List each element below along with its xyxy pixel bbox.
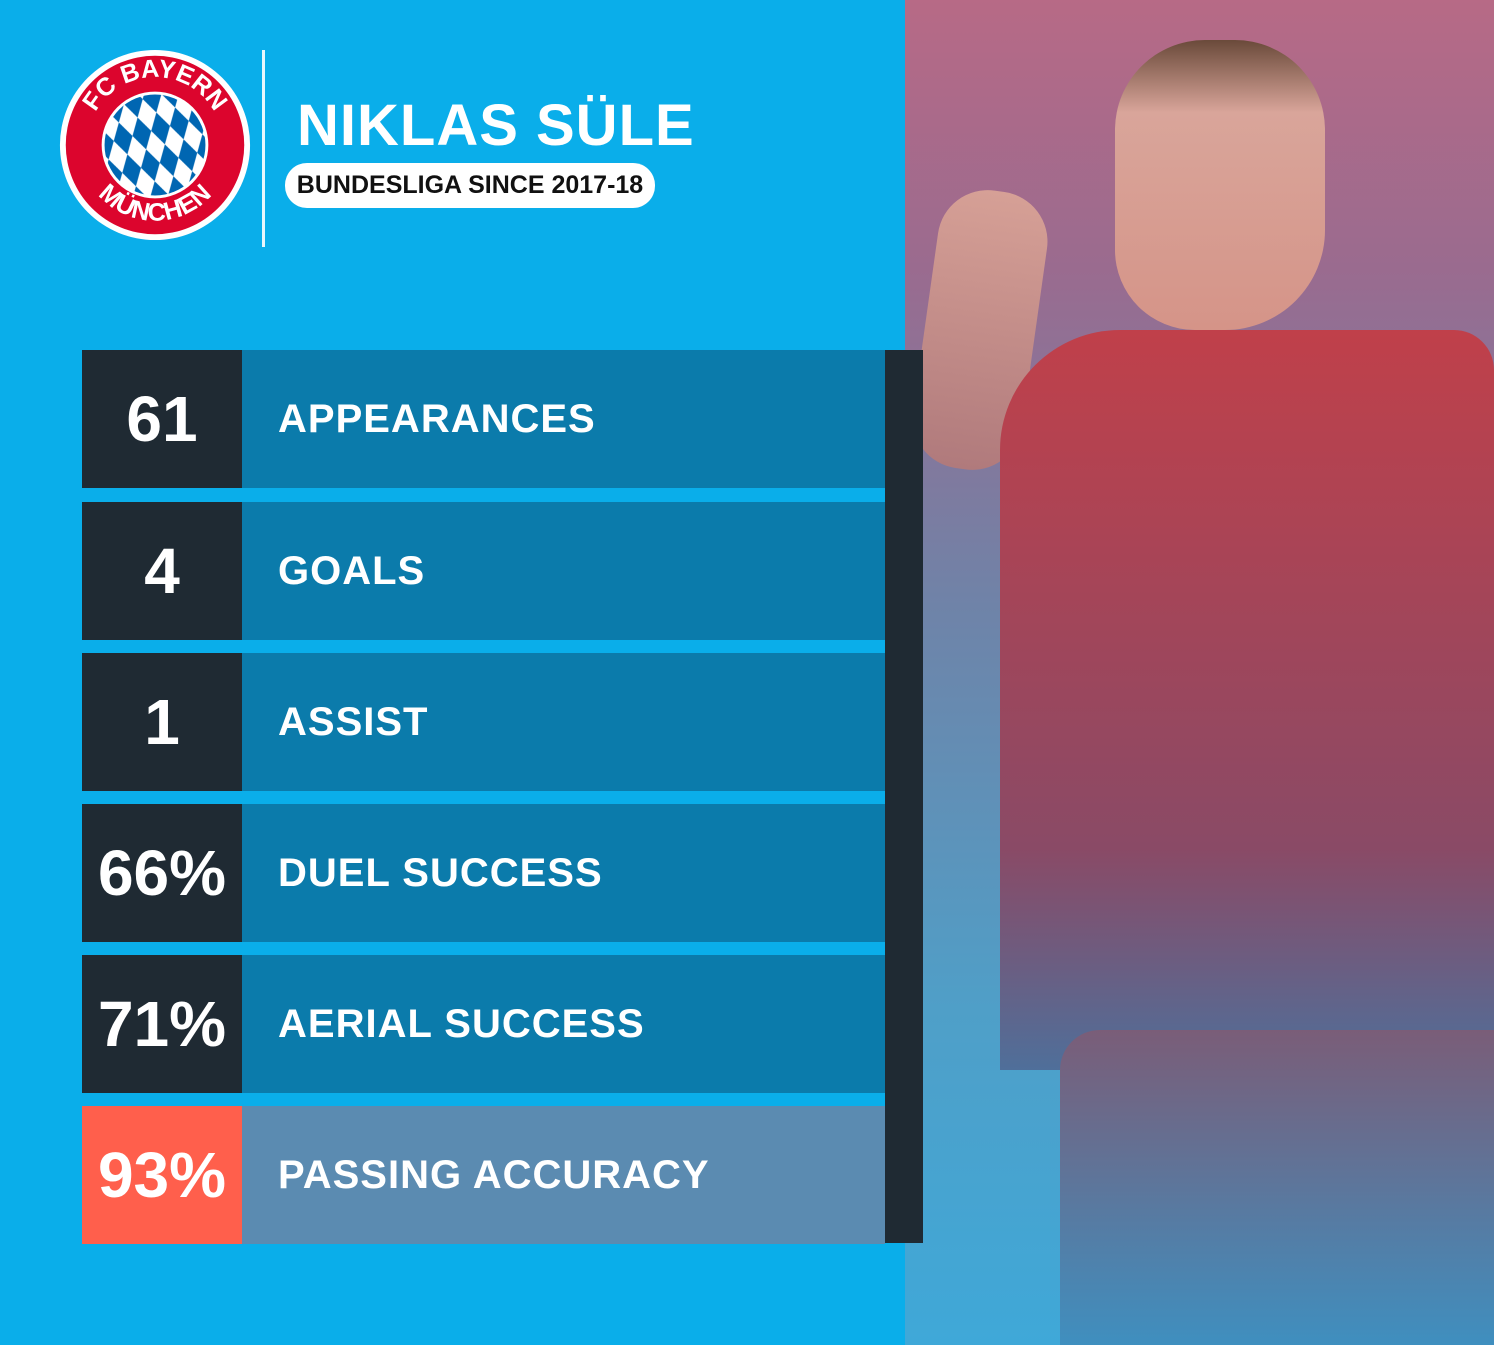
header-divider — [262, 50, 265, 247]
stat-row-goals: 4 GOALS — [82, 502, 885, 640]
stat-value: 66% — [82, 804, 242, 942]
stat-label: PASSING ACCURACY — [242, 1106, 885, 1244]
stat-row-appearances: 61 APPEARANCES — [82, 350, 885, 488]
player-photo-shorts — [1060, 1030, 1494, 1345]
stat-label: GOALS — [242, 502, 885, 640]
player-photo-jersey — [1000, 330, 1494, 1070]
stat-value: 61 — [82, 350, 242, 488]
stat-label: DUEL SUCCESS — [242, 804, 885, 942]
stat-label: ASSIST — [242, 653, 885, 791]
stat-value: 4 — [82, 502, 242, 640]
player-name: NIKLAS SÜLE — [297, 93, 695, 158]
stat-value: 1 — [82, 653, 242, 791]
stat-row-duel-success: 66% DUEL SUCCESS — [82, 804, 885, 942]
fc-bayern-logo-icon: FC BAYERN MÜNCHEN — [59, 49, 251, 241]
stat-value: 93% — [82, 1106, 242, 1244]
subtitle-badge: BUNDESLIGA SINCE 2017-18 — [285, 163, 655, 208]
side-accent-bar — [885, 350, 923, 1243]
stat-value: 71% — [82, 955, 242, 1093]
stat-row-aerial-success: 71% AERIAL SUCCESS — [82, 955, 885, 1093]
stat-label: AERIAL SUCCESS — [242, 955, 885, 1093]
stat-row-passing-accuracy: 93% PASSING ACCURACY — [82, 1106, 885, 1244]
player-photo-head — [1115, 40, 1325, 330]
stat-row-assist: 1 ASSIST — [82, 653, 885, 791]
stat-label: APPEARANCES — [242, 350, 885, 488]
